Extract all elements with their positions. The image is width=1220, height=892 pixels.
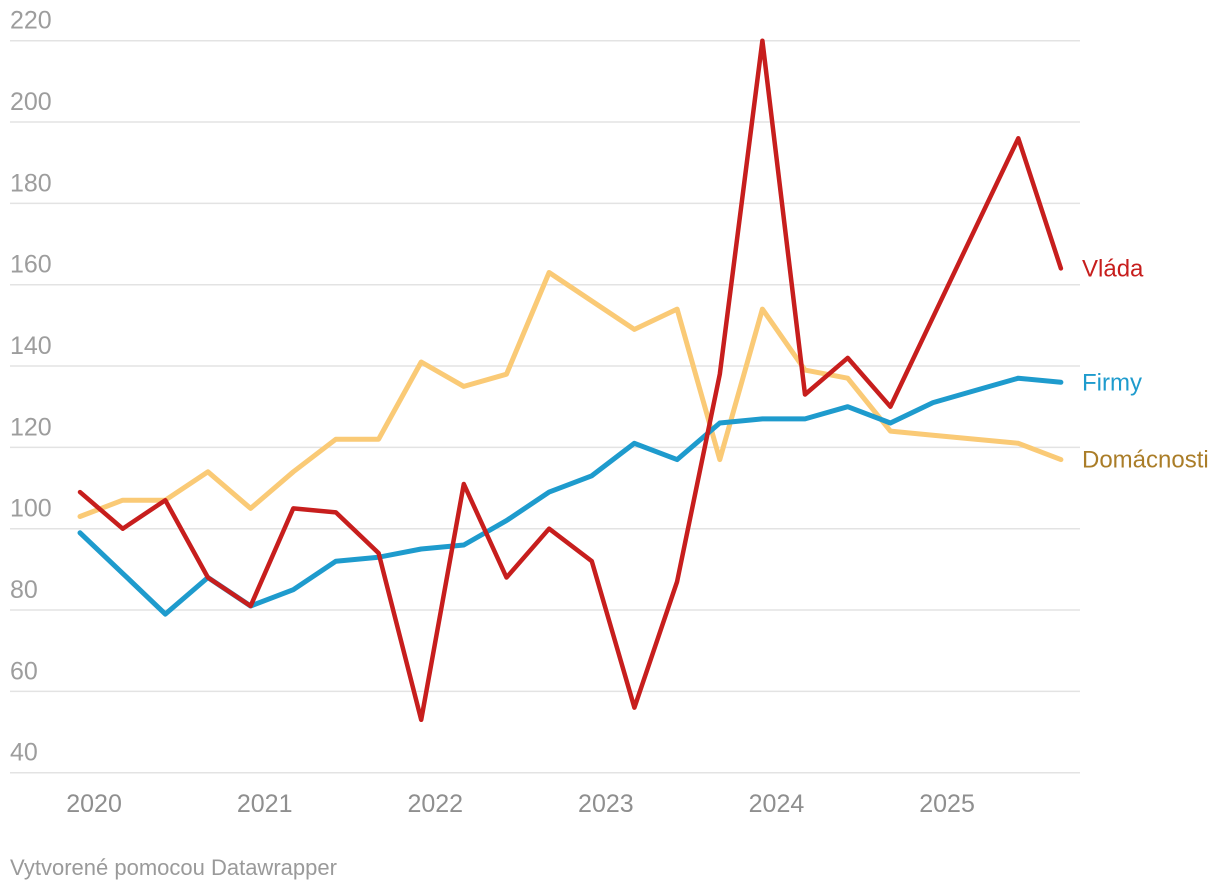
series-line-domacnosti[interactable]	[77, 270, 1064, 519]
y-tick-label-100: 100	[10, 495, 52, 523]
y-tick-label-220: 220	[10, 7, 52, 35]
y-tick-label-60: 60	[10, 657, 38, 685]
series-line-vlada[interactable]	[77, 38, 1064, 723]
x-tick-label-2020: 2020	[66, 790, 122, 818]
x-tick-label-2021: 2021	[237, 790, 293, 818]
y-tick-label-40: 40	[10, 739, 38, 767]
x-tick-label-2024: 2024	[749, 790, 805, 818]
x-tick-label-2023: 2023	[578, 790, 634, 818]
y-tick-label-80: 80	[10, 576, 38, 604]
series-line-firmy[interactable]	[77, 375, 1064, 617]
y-tick-label-140: 140	[10, 332, 52, 360]
series-label-domacnosti: Domácnosti	[1082, 447, 1209, 474]
series-label-firmy: Firmy	[1082, 369, 1142, 396]
y-tick-label-120: 120	[10, 413, 52, 441]
x-tick-label-2022: 2022	[407, 790, 463, 818]
y-tick-label-180: 180	[10, 169, 52, 197]
attribution-text: Vytvorené pomocou Datawrapper	[10, 855, 337, 880]
series-label-vlada: Vláda	[1082, 255, 1144, 282]
y-tick-label-200: 200	[10, 88, 52, 116]
y-tick-label-160: 160	[10, 251, 52, 279]
x-tick-label-2025: 2025	[919, 790, 975, 818]
